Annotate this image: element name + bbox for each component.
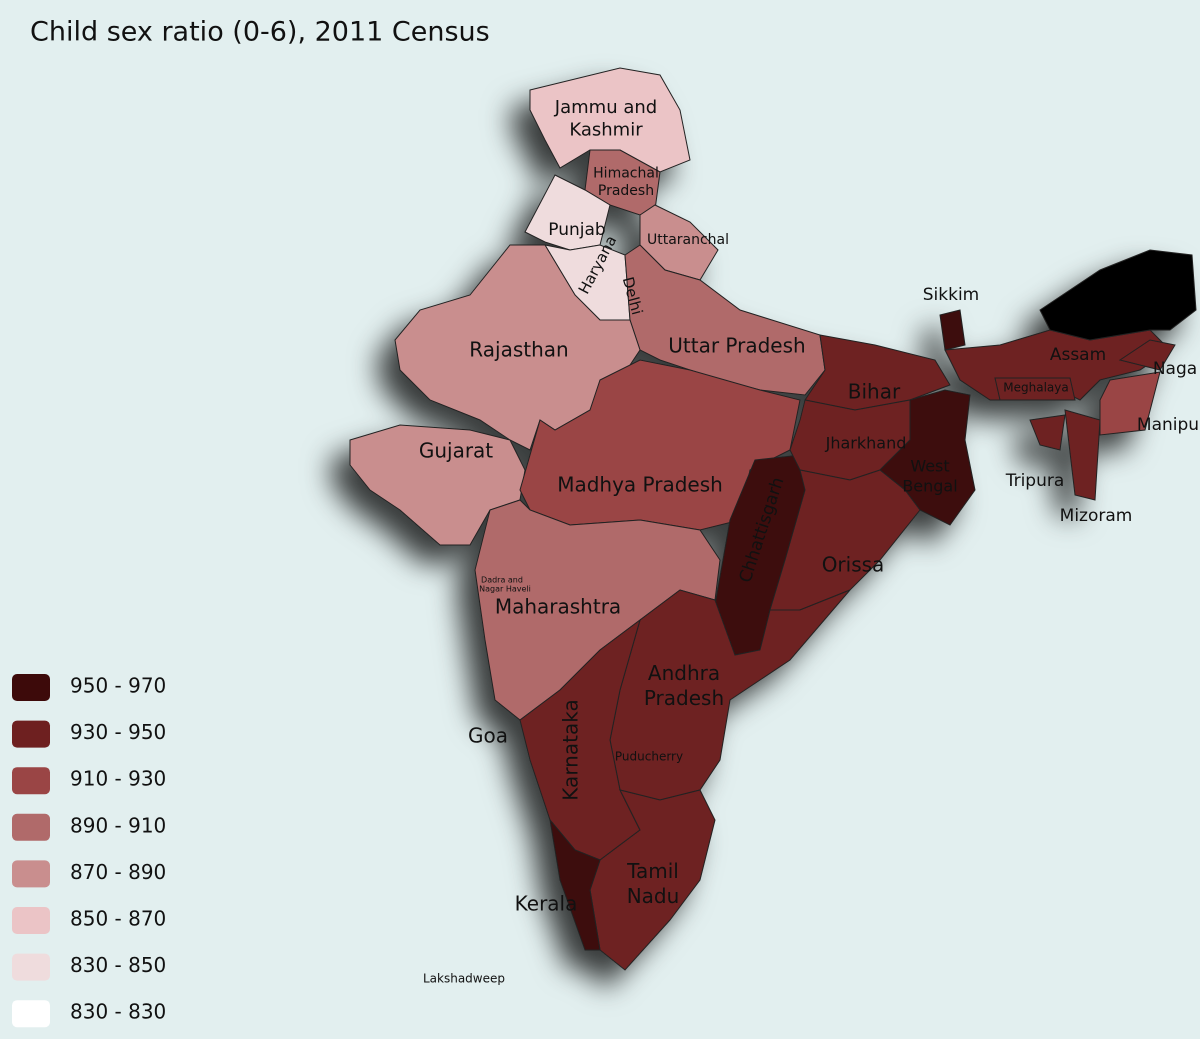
region-label: Tamil: [626, 859, 679, 883]
region-label: Kerala: [515, 892, 578, 916]
legend-swatch: [12, 767, 50, 795]
legend-swatch: [12, 860, 50, 888]
legend-swatch: [12, 953, 50, 981]
legend-swatch: [12, 907, 50, 934]
region: [1064, 409, 1101, 501]
region-label: Kashmir: [569, 119, 643, 140]
legend-swatch: [12, 1000, 50, 1028]
legend-swatch: [12, 674, 50, 701]
region-label: Pradesh: [598, 183, 654, 199]
region: [589, 789, 716, 971]
region-label: Himachal: [593, 165, 659, 181]
region-label: Orissa: [822, 553, 885, 577]
region-label: Tripura: [1005, 471, 1065, 491]
region-label: Sikkim: [923, 285, 980, 305]
region-label: Jammu and: [554, 97, 657, 118]
region-label: Manipu: [1137, 415, 1199, 435]
region: [1029, 414, 1066, 451]
place-label: Nagar Haveli: [479, 585, 531, 594]
region: [994, 377, 1076, 401]
place-label: Lakshadweep: [423, 972, 505, 986]
legend-label: 890 - 910: [70, 813, 166, 837]
map-title: Child sex ratio (0-6), 2011 Census: [30, 17, 490, 48]
region-label: Maharashtra: [495, 595, 621, 619]
region-label: Andhra: [648, 661, 720, 685]
legend-label: 850 - 870: [70, 907, 166, 931]
region-label: Bengal: [902, 477, 957, 496]
region-label: Uttaranchal: [647, 232, 729, 248]
place-label: Goa: [468, 724, 508, 748]
legend: 950 - 970 930 - 950 910 - 930 890 - 910 870 …: [12, 674, 166, 1028]
region-label: Meghalaya: [1003, 381, 1068, 395]
region: [624, 244, 826, 396]
region: [1118, 339, 1176, 371]
region: [769, 469, 921, 611]
legend-label: 830 - 850: [70, 953, 166, 977]
region-label: Bihar: [848, 380, 901, 404]
legend-label: 930 - 950: [70, 720, 166, 744]
legend-label: 950 - 970: [70, 674, 166, 698]
region-label: Punjab: [548, 220, 605, 240]
region: [1099, 371, 1161, 436]
legend-swatch: [12, 720, 50, 748]
region-label: Naga: [1153, 359, 1197, 379]
region-label: Rajasthan: [469, 338, 568, 362]
region-label: Jharkhand: [825, 434, 907, 453]
region-label: Karnataka: [559, 699, 583, 800]
region-labels: Jammu andKashmirHimachalPradeshPunjabHar…: [419, 97, 1199, 986]
region-label: Uttar Pradesh: [668, 334, 805, 358]
place-label: Puducherry: [615, 750, 683, 764]
legend-label: 830 - 830: [70, 1000, 166, 1024]
legend-label: 910 - 930: [70, 767, 166, 791]
region: [1039, 249, 1197, 341]
region-label: Assam: [1050, 345, 1106, 365]
region-label: Pradesh: [644, 686, 724, 710]
region: [879, 389, 976, 526]
region-label: Nadu: [627, 884, 680, 908]
legend-label: 870 - 890: [70, 860, 166, 884]
place-label: Dadra and: [481, 576, 523, 585]
legend-swatch: [12, 813, 50, 841]
region-label: Madhya Pradesh: [557, 473, 723, 497]
region: [549, 818, 601, 951]
region-label: West: [910, 457, 949, 476]
regions: [349, 67, 1197, 971]
region: [939, 309, 966, 351]
region-label: Mizoram: [1060, 506, 1133, 526]
region-label: Gujarat: [419, 439, 493, 463]
